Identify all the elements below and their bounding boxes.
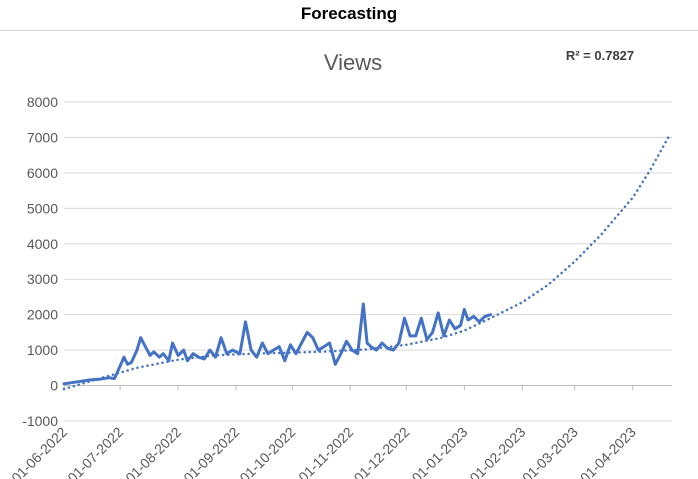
series-layer bbox=[64, 137, 668, 389]
y-tick-label: 1000 bbox=[27, 342, 58, 358]
y-tick-label: 0 bbox=[50, 378, 58, 394]
x-tick-label: 01-01-2023 bbox=[409, 424, 471, 479]
views-series-line bbox=[64, 304, 491, 384]
x-tick-label: 01-11-2022 bbox=[295, 424, 356, 479]
gridlines bbox=[64, 102, 672, 421]
x-tick-label: 01-02-2023 bbox=[466, 424, 528, 479]
chart-title: Views bbox=[324, 50, 382, 75]
x-tick-label: 01-06-2022 bbox=[8, 424, 70, 479]
x-tick-label: 01-07-2022 bbox=[64, 424, 126, 479]
x-tick-label: 01-12-2022 bbox=[351, 424, 413, 479]
x-tick-label: 01-10-2022 bbox=[236, 424, 298, 479]
y-axis: -1000 0 1000 2000 3000 4000 5000 6000 7000 8000 bbox=[22, 94, 58, 429]
y-tick-label: 7000 bbox=[27, 129, 58, 145]
r-squared-annotation: R² = 0.7827 bbox=[566, 48, 634, 63]
x-tick-label: 01-08-2022 bbox=[122, 424, 184, 479]
y-tick-label: 2000 bbox=[27, 307, 58, 323]
x-axis: 01-06-202201-07-202201-08-202201-09-2022… bbox=[8, 386, 672, 479]
y-tick-label: 6000 bbox=[27, 165, 58, 181]
x-tick-label: 01-09-2022 bbox=[180, 424, 242, 479]
x-tick-label: 01-03-2023 bbox=[519, 424, 581, 479]
y-tick-label: 5000 bbox=[27, 200, 58, 216]
y-tick-label: 3000 bbox=[27, 271, 58, 287]
x-tick-label: 01-04-2023 bbox=[577, 424, 639, 479]
y-tick-label: -1000 bbox=[22, 413, 58, 429]
y-tick-label: 4000 bbox=[27, 236, 58, 252]
y-tick-label: 8000 bbox=[27, 94, 58, 110]
